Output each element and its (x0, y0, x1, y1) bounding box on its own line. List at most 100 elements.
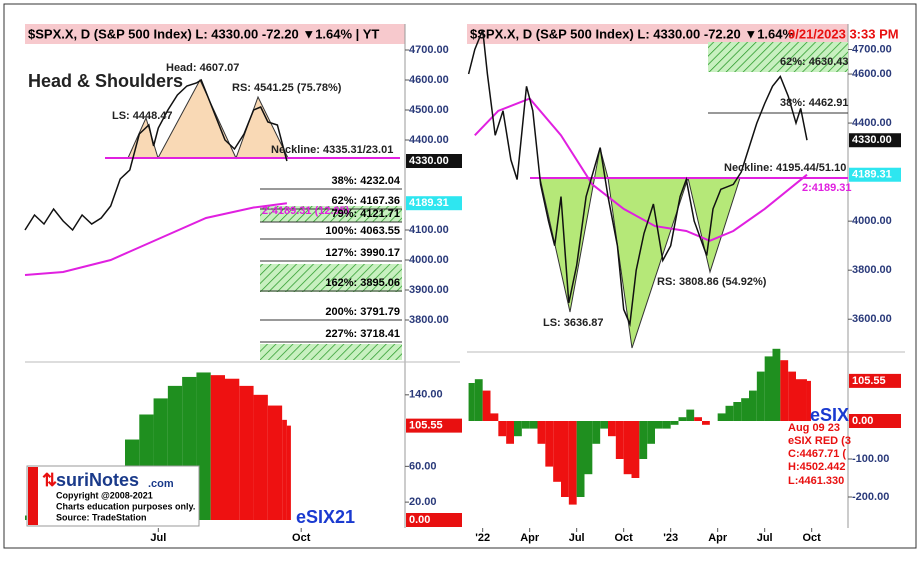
indicator-value-box (849, 373, 901, 388)
info: H:4502.442 (788, 461, 846, 473)
y-tick-label: 3800.00 (852, 264, 892, 276)
indicator-bar (584, 421, 593, 475)
y-tick-label: 4100.00 (409, 224, 449, 236)
indicator-bar (670, 421, 679, 425)
info: eSIX RED (3 (788, 435, 851, 447)
indicator-bar (490, 413, 499, 421)
y-tick-label: 3600.00 (852, 313, 892, 325)
logo-box (26, 465, 200, 527)
y-tick-label: -100.00 (852, 453, 889, 465)
indicator-zero: 0.00 (852, 415, 873, 427)
ma-value: 4189.31 (852, 169, 892, 181)
annotation: 38%: 4462.91 (780, 97, 849, 109)
indicator-bar (647, 421, 655, 444)
indicator-bar (196, 372, 211, 520)
price (467, 29, 808, 328)
indicator-bar (553, 421, 561, 482)
indicator-name: eSIX (810, 405, 849, 425)
indicator-bar (631, 421, 640, 478)
fib-label: 62%: 4167.36 (332, 195, 401, 207)
annotation: LS: 4448.47 (112, 110, 173, 122)
indicator-bar (506, 421, 514, 444)
target-zone (260, 344, 402, 360)
last-price: 4330.00 (852, 134, 892, 146)
indicator-bar (608, 421, 616, 437)
indicator-bar (239, 385, 254, 520)
y-tick-label: 4700.00 (409, 44, 449, 56)
info: C:4467.71 ( (788, 448, 846, 460)
annotation: LS: 3636.87 (543, 317, 604, 329)
indicator-bar (286, 425, 291, 520)
y-tick-label: 4500.00 (409, 104, 449, 116)
annotation: 2:4189.31 (12.95) (262, 205, 350, 217)
indicator-zero: 0.00 (409, 514, 430, 526)
y-tick-label: -200.00 (852, 491, 889, 503)
ma (24, 202, 288, 276)
indicator-bar (592, 421, 601, 444)
pattern-title: Head & Shoulders (28, 71, 183, 91)
price (24, 78, 288, 232)
annotation: Neckline: 4335.31/23.01 (271, 144, 393, 156)
y-tick-label: 3900.00 (409, 284, 449, 296)
indicator-bar (623, 421, 632, 475)
indicator-bar (639, 421, 648, 459)
logo-domain: .com (148, 478, 174, 490)
y-tick-label: 60.00 (409, 460, 437, 472)
indicator-bar (686, 409, 695, 421)
indicator-bar (600, 421, 608, 429)
indicator-bar (267, 405, 283, 520)
last-price-box (406, 154, 462, 168)
indicator-bar (545, 421, 554, 467)
indicator-bar (615, 421, 624, 459)
indicator-bar (537, 421, 546, 444)
indicator-bar (474, 379, 483, 421)
indicator-value: 105.55 (409, 420, 443, 432)
logo-name: suriNotes (56, 470, 139, 490)
fib-lines (260, 112, 848, 343)
annotation: Head: 4607.07 (166, 62, 239, 74)
fib-label: 38%: 4232.04 (332, 175, 401, 187)
annotation: Neckline: 4195.44/51.10 (724, 162, 846, 174)
x-tick-label: Oct (614, 532, 633, 544)
annotation: RS: 3808.86 (54.92%) (657, 276, 767, 288)
fib-label: 200%: 3791.79 (325, 306, 400, 318)
x-tick-label: Apr (520, 532, 540, 544)
x-tick-label: Apr (708, 532, 728, 544)
x-tick-label: Oct (802, 532, 821, 544)
indicator-bar (780, 360, 789, 421)
indicator-bar (725, 405, 734, 421)
ma-value-box (406, 196, 462, 211)
ma-value-box (849, 167, 901, 182)
indicator-bar (756, 371, 765, 421)
indicator-bar (788, 371, 796, 421)
indicator-bar (796, 379, 807, 421)
fib-label: 79%: 4121.71 (332, 208, 401, 220)
annotation: RS: 4541.25 (75.78%) (232, 82, 342, 94)
info: L:4461.330 (788, 475, 844, 487)
info: Aug 09 23 (788, 422, 840, 434)
logo-line: Charts education purposes only. (56, 501, 195, 511)
y-tick-label: 140.00 (409, 389, 443, 401)
y-tick-label: 4600.00 (409, 74, 449, 86)
annotation: 2:4189.31 (802, 182, 852, 194)
indicator-bar (772, 348, 781, 421)
indicator-bar (717, 413, 726, 421)
indicator-bar (694, 417, 702, 421)
logo: ⇅ suriNotes .com Copyright @2008-2021 Ch… (26, 465, 200, 527)
indicator-bar (282, 419, 287, 520)
header: $SPX.X, D (S&P 500 Index) L: 4330.00 -72… (470, 26, 795, 41)
y-tick-label: 4400.00 (852, 117, 892, 129)
x-tick-label: Oct (292, 532, 311, 544)
indicator-bar (655, 421, 663, 429)
indicator-bar (733, 402, 742, 421)
fib-label: 127%: 3990.17 (325, 247, 400, 259)
y-tick-label: 4400.00 (409, 134, 449, 146)
ma-value: 4189.31 (409, 197, 449, 209)
annotation: 62%: 4630.43 (780, 56, 849, 68)
x-tick-label: Jul (569, 532, 585, 544)
plot: $SPX.X, D (S&P 500 Index) L: 4330.00 -72… (24, 26, 901, 544)
fib-label: 162%: 3895.06 (325, 277, 400, 289)
target-zone (708, 42, 848, 72)
indicator-zero-box (849, 414, 901, 428)
y-tick-label: 4600.00 (852, 68, 892, 80)
